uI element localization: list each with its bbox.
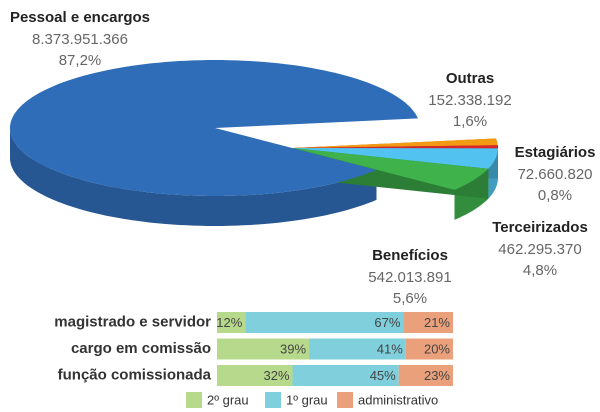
slice-name: Terceirizados [492, 219, 588, 236]
slice [10, 60, 418, 196]
bar-segment [405, 338, 453, 360]
bar-segment [217, 365, 293, 386]
legend-swatch [186, 392, 202, 408]
slice-value: 542.013.891 [368, 269, 451, 286]
bar-segment [398, 365, 453, 386]
slice-value: 462.295.370 [498, 241, 581, 258]
slice-percent: 1,6% [453, 113, 487, 130]
slice-percent: 4,8% [523, 262, 557, 279]
bar-segment [217, 338, 310, 360]
bar-segment [245, 312, 404, 333]
value-label: 67% [374, 315, 400, 330]
legend-swatch [337, 392, 353, 408]
slice-name: Pessoal e encargos [10, 9, 150, 26]
slice [293, 138, 498, 148]
bar-segment [217, 312, 246, 333]
slice-value: 152.338.192 [428, 92, 511, 109]
value-label: 23% [424, 368, 450, 383]
legend-label: 1º grau [286, 392, 328, 407]
slice-value: 8.373.951.366 [32, 31, 128, 48]
slice-side [10, 128, 377, 226]
slice [293, 145, 498, 149]
category-label: magistrado e servidor [54, 313, 211, 330]
value-label: 21% [424, 315, 450, 330]
slice-name: Outras [446, 70, 494, 87]
legend-label: 2º grau [207, 392, 249, 407]
slice [293, 148, 498, 169]
value-label: 12% [216, 315, 242, 330]
legend-swatch [265, 392, 281, 408]
bar-segment [403, 312, 453, 333]
slice [293, 148, 489, 190]
value-label: 20% [424, 341, 450, 356]
value-label: 45% [370, 368, 396, 383]
value-label: 39% [280, 341, 306, 356]
bar-segment [292, 365, 399, 386]
slice-name: Benefícios [372, 247, 448, 264]
category-label: função comissionada [58, 366, 212, 383]
legend-label: administrativo [358, 392, 438, 407]
slice-percent: 5,6% [393, 290, 427, 307]
bar-segment [309, 338, 406, 360]
value-label: 32% [263, 368, 289, 383]
slice-value: 72.660.820 [517, 166, 592, 183]
value-label: 41% [377, 341, 403, 356]
slice-percent: 87,2% [59, 52, 102, 69]
category-label: cargo em comissão [71, 340, 211, 357]
slice-percent: 0,8% [538, 187, 572, 204]
slice-name: Estagiários [515, 144, 596, 161]
